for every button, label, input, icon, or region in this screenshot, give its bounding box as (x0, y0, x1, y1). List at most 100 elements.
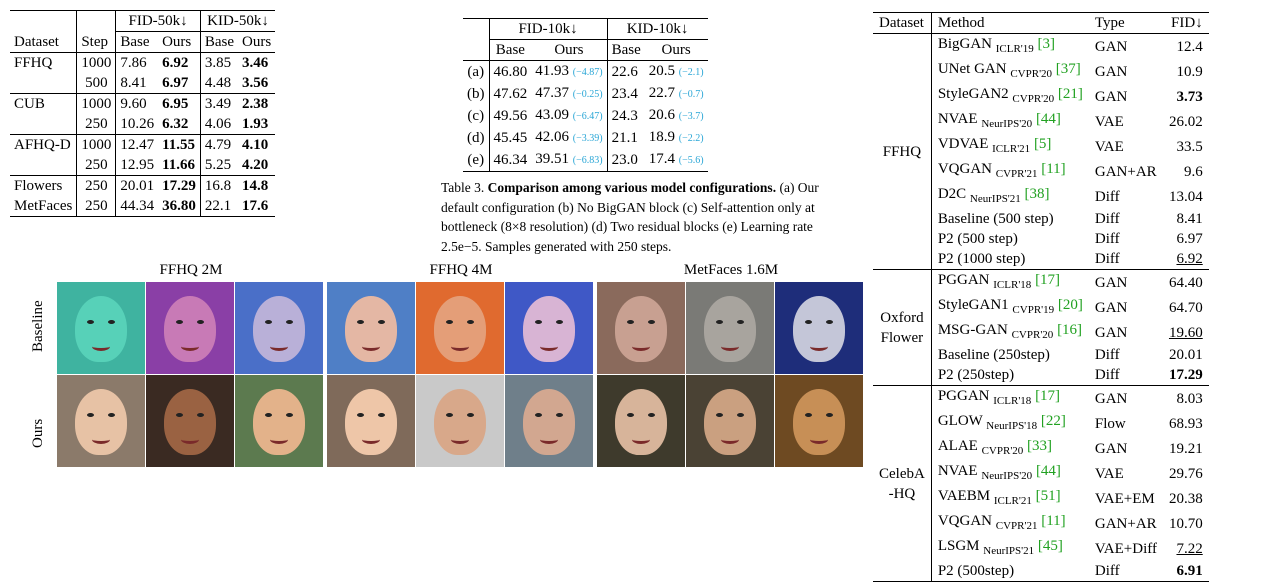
big-table-row: VDVAE ICLR'21 [5] VAE 33.5 (873, 134, 1209, 159)
citation-link[interactable]: [16] (1057, 322, 1083, 338)
method-name: P2 (500step) (937, 563, 1015, 579)
face-shape (434, 296, 486, 362)
table1-cell-fid-ours: 6.95 (158, 93, 201, 114)
table3-fid-delta: (−6.47) (572, 111, 603, 122)
table1-cell-fid-ours: 36.80 (158, 196, 201, 217)
right-eye (197, 320, 204, 324)
citation-link[interactable]: [44] (1035, 111, 1061, 127)
method-venue: NeurIPS'20 (981, 118, 1033, 130)
table3-cell-fid-base: 49.56 (493, 108, 528, 124)
mouth (451, 342, 469, 351)
method-name: VQGAN (937, 161, 992, 177)
citation-link[interactable]: [17] (1035, 388, 1061, 404)
face-shape (75, 389, 127, 455)
table1-fid-group-header: FID-50k↓ (115, 10, 201, 32)
mouth (92, 435, 110, 444)
big-table-row: D2C NeurIPS'21 [38] Diff 13.04 (873, 184, 1209, 209)
big-table-type: VAE+Diff (1094, 540, 1157, 557)
method-name: PGGAN (937, 388, 990, 404)
method-name: VAEBM (937, 488, 991, 504)
model-configuration-table: FID-10k↓ KID-10k↓ Base Ours Base Ours (a… (463, 18, 708, 172)
table1-cell-fid-ours: 11.66 (158, 155, 201, 176)
table3-cell-fid-ours: 41.93 (−4.87) (531, 60, 608, 83)
big-table-row: Baseline (250step) Diff 20.01 (873, 345, 1209, 365)
table3-fid-ours-value: 39.51 (535, 151, 569, 167)
citation-link[interactable]: [44] (1035, 463, 1061, 479)
face-shape (615, 389, 667, 455)
citation-link[interactable]: [21] (1057, 86, 1083, 102)
big-table-fid: 7.22 (1176, 540, 1203, 557)
citation-link[interactable]: [11] (1041, 161, 1066, 177)
table1-cell-dataset (10, 73, 78, 94)
citation-link[interactable]: [51] (1035, 488, 1061, 504)
method-venue: NeurIPS'21 (969, 193, 1021, 205)
citation-link[interactable]: [11] (1041, 513, 1066, 529)
big-table-method: GLOW NeurIPS'18 [22] (931, 411, 1089, 436)
big-header-dataset: Dataset (873, 12, 932, 34)
citation-link[interactable]: [37] (1055, 61, 1081, 77)
citation-link[interactable]: [3] (1037, 36, 1056, 52)
table3-kid-delta: (−5.6) (678, 155, 704, 166)
big-table-fid: 20.01 (1168, 347, 1203, 363)
face-shape (523, 296, 575, 362)
citation-link[interactable]: [20] (1057, 297, 1083, 313)
table1-cell-kid-base: 16.8 (204, 178, 232, 194)
right-eye (378, 413, 385, 417)
table1-cell-dataset (10, 155, 78, 176)
table3-row: (b) 47.62 47.37 (−0.25) 23.4 22.7 (−0.7) (463, 83, 708, 105)
citation-link[interactable]: [22] (1040, 413, 1066, 429)
method-venue: CVPR'20 (981, 445, 1024, 457)
figure-row-label-ours: Ours (30, 418, 46, 448)
table1-cell-kid-base: 5.25 (204, 157, 232, 173)
big-table-row: FFHQ BigGAN ICLR'19 [3] GAN 12.4 (873, 33, 1209, 270)
ours-sample-image (597, 375, 685, 467)
citation-link[interactable]: [17] (1035, 272, 1061, 288)
mouth (362, 435, 380, 444)
mouth (632, 342, 650, 351)
right-eye (648, 320, 655, 324)
table1-cell-step: 250 (76, 175, 117, 196)
right-eye (826, 320, 833, 324)
mouth (810, 342, 828, 351)
table3-cell-fid-ours: 43.09 (−6.47) (531, 105, 608, 127)
big-table-row: Oxford Flower PGGAN ICLR'18 [17] GAN 64.40 (873, 269, 1209, 386)
dataset-name-line1: Oxford (880, 309, 924, 326)
citation-link[interactable]: [45] (1037, 538, 1063, 554)
big-table-method: UNet GAN CVPR'20 [37] (931, 59, 1089, 84)
face-shape (345, 389, 397, 455)
table1-cell-kid-base: 4.48 (204, 75, 232, 91)
method-name: P2 (500 step) (937, 231, 1018, 247)
citation-link[interactable]: [38] (1024, 186, 1050, 202)
table3-kid-delta: (−2.2) (678, 133, 704, 144)
big-table-type: VAE (1094, 465, 1124, 482)
table1-cell-step: 250 (76, 196, 117, 217)
big-table-method: ALAE CVPR'20 [33] (931, 436, 1089, 461)
method-name: NVAE (937, 111, 978, 127)
left-eye (265, 320, 272, 324)
table3-row: (c) 49.56 43.09 (−6.47) 24.3 20.6 (−3.7) (463, 105, 708, 127)
table1-cell-kid-ours: 14.8 (242, 178, 269, 194)
big-table-fid: 64.70 (1168, 299, 1203, 316)
big-table-row: Baseline (500 step) Diff 8.41 (873, 209, 1209, 229)
face-shape (793, 296, 845, 362)
table3-fid-delta: (−4.87) (572, 67, 603, 78)
table1-cell-fid-base: 44.34 (120, 198, 155, 214)
right-eye (556, 413, 563, 417)
table3-fid-ours-value: 41.93 (535, 63, 569, 79)
figure-group-label: FFHQ 4M (429, 262, 493, 278)
left-eye (87, 320, 94, 324)
ours-sample-image (686, 375, 774, 467)
big-table-fid: 19.60 (1168, 324, 1203, 341)
big-table-type: VAE (1094, 138, 1124, 155)
big-table-row: GLOW NeurIPS'18 [22] Flow 68.93 (873, 411, 1209, 436)
citation-link[interactable]: [33] (1027, 438, 1053, 454)
table3-caption-label: Table 3. (441, 180, 485, 195)
big-table-type: GAN (1094, 299, 1128, 316)
big-table-method: NVAE NeurIPS'20 [44] (931, 461, 1089, 486)
face-shape (704, 296, 756, 362)
big-table-row: NVAE NeurIPS'20 [44] VAE 26.02 (873, 109, 1209, 134)
table3-cell-kid-ours: 22.7 (−0.7) (645, 83, 708, 105)
fid-comparison-table: Dataset Method Type FID↓ FFHQ BigGAN ICLR… (873, 12, 1209, 582)
big-table-method: P2 (1000 step) (931, 249, 1089, 270)
citation-link[interactable]: [5] (1033, 136, 1052, 152)
